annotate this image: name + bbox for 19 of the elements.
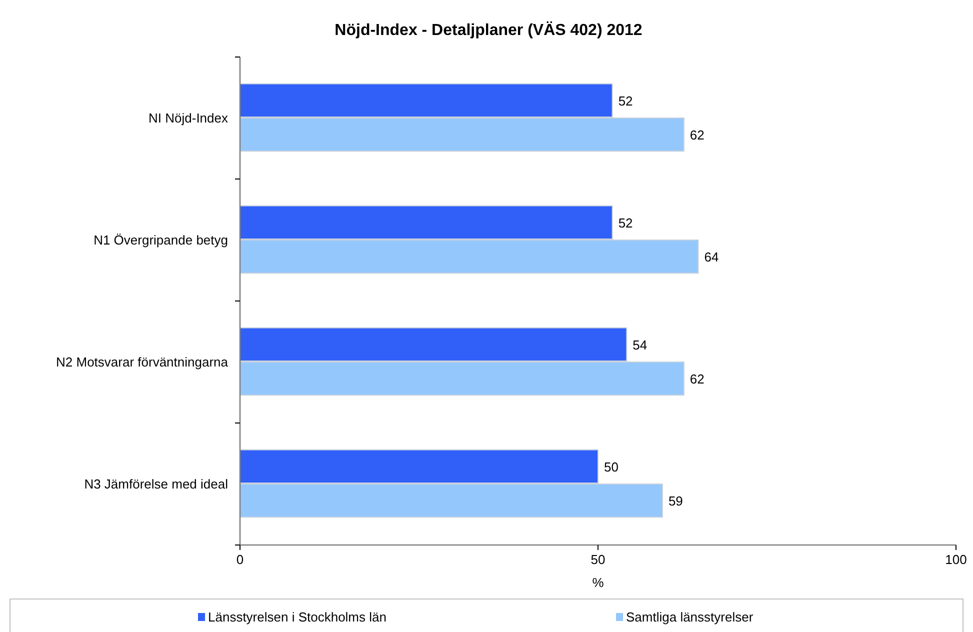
y-tick-label: NI Nöjd-Index [148, 110, 228, 126]
data-label: 59 [668, 494, 683, 509]
data-label: 62 [690, 372, 704, 387]
data-label: 50 [604, 459, 618, 474]
x-tick-label: 50 [590, 552, 606, 567]
chart-title: Nöjd-Index - Detaljplaner (VÄS 402) 2012 [334, 21, 642, 39]
y-tick-label: N1 Övergripande betyg [94, 232, 228, 248]
legend-label: Länsstyrelsen i Stockholms län [208, 610, 386, 624]
data-label: 52 [618, 215, 633, 230]
x-tick-label: 100 [945, 552, 967, 567]
x-axis-title: % [592, 575, 604, 590]
data-label: 64 [704, 250, 719, 265]
y-tick-label: N3 Jämförelse med ideal [84, 476, 228, 492]
legend-label: Samtliga länsstyrelser [626, 610, 754, 624]
data-label: 54 [632, 337, 648, 352]
data-label: 52 [618, 93, 633, 108]
x-tick-label: 0 [236, 552, 244, 567]
y-tick-label: N2 Motsvarar förväntningarna [56, 354, 229, 370]
data-label: 62 [690, 128, 704, 143]
